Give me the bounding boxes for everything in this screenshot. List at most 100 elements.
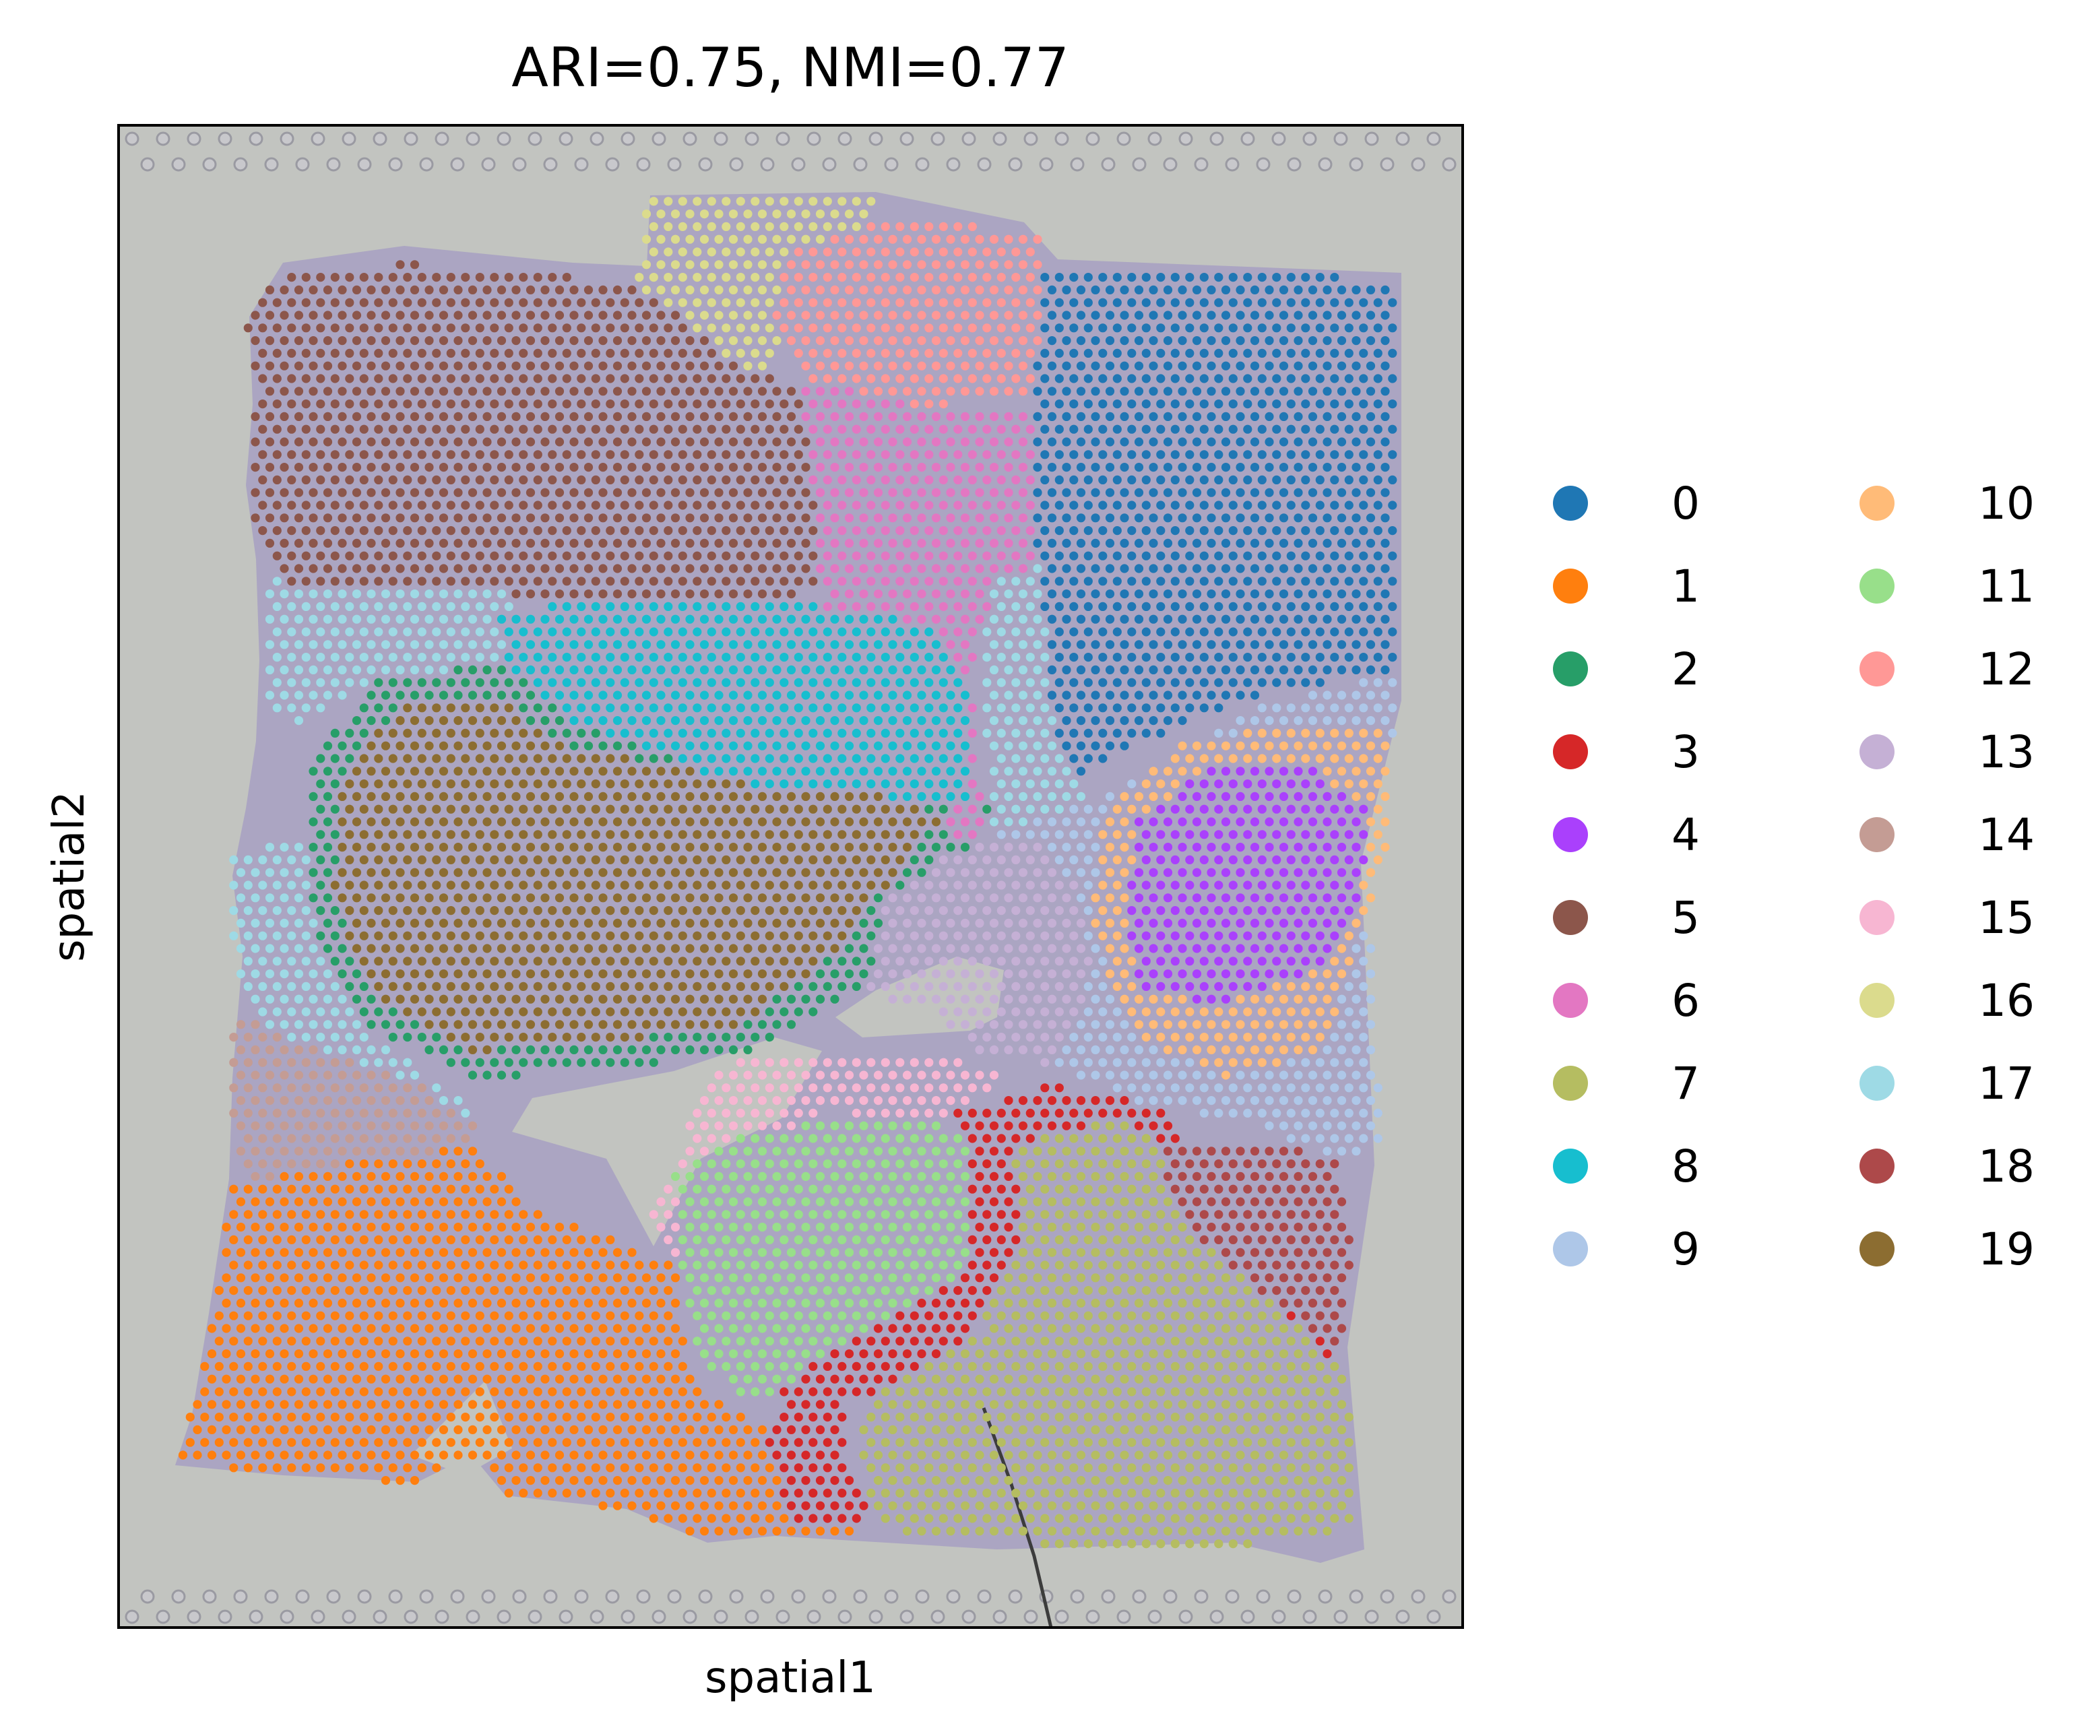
spot-cluster-4 [1156, 880, 1166, 890]
spot-cluster-16 [765, 323, 774, 333]
spot-cluster-19 [649, 931, 658, 940]
spot-cluster-17 [352, 614, 362, 624]
spot-cluster-19 [620, 754, 629, 763]
spot-cluster-0 [1069, 424, 1079, 434]
spot-cluster-12 [902, 336, 912, 346]
spot-cluster-5 [410, 336, 420, 346]
spot-cluster-19 [606, 982, 615, 991]
spot-cluster-17 [287, 1033, 296, 1042]
fiducial-dot [1240, 1609, 1255, 1624]
spot-cluster-0 [1221, 412, 1231, 422]
spot-cluster-0 [1257, 678, 1267, 687]
spot-cluster-13 [1040, 982, 1050, 991]
spot-cluster-19 [606, 830, 615, 839]
spot-cluster-19 [453, 817, 463, 827]
spot-cluster-8 [866, 653, 876, 662]
spot-cluster-5 [699, 412, 709, 422]
spot-cluster-16 [685, 234, 695, 244]
spot-cluster-19 [620, 830, 629, 839]
spot-cluster-12 [895, 323, 905, 333]
spot-cluster-0 [1301, 627, 1310, 637]
spot-cluster-10 [1373, 728, 1382, 738]
spot-cluster-8 [873, 741, 883, 750]
spot-cluster-19 [772, 918, 782, 928]
spot-cluster-2 [722, 1033, 731, 1042]
spot-cluster-6 [996, 450, 1006, 459]
spot-cluster-12 [801, 285, 810, 294]
spot-cluster-8 [815, 640, 825, 649]
fiducial-dot [590, 1609, 604, 1624]
spot-cluster-9 [1083, 880, 1093, 890]
spot-cluster-5 [497, 387, 507, 396]
spot-cluster-17 [1025, 703, 1035, 713]
spot-cluster-6 [837, 551, 847, 560]
spot-cluster-2 [381, 1020, 391, 1029]
spot-cluster-8 [519, 627, 528, 637]
spot-cluster-10 [1294, 1020, 1303, 1029]
spot-cluster-2 [461, 678, 470, 687]
spot-cluster-19 [591, 804, 600, 814]
spot-cluster-0 [1141, 602, 1151, 612]
spot-cluster-17 [367, 640, 376, 649]
spot-cluster-8 [641, 716, 651, 726]
spot-cluster-5 [808, 526, 818, 536]
spot-cluster-13 [1011, 1007, 1021, 1017]
spot-cluster-5 [410, 260, 420, 269]
spot-cluster-19 [670, 868, 680, 877]
spot-cluster-5 [511, 285, 521, 294]
spot-cluster-0 [1308, 437, 1318, 447]
spot-cluster-17 [345, 653, 354, 662]
spot-cluster-19 [751, 830, 760, 839]
spot-cluster-19 [352, 944, 362, 953]
spot-cluster-4 [1279, 969, 1289, 979]
spot-cluster-2 [511, 690, 521, 700]
spot-cluster-13 [1004, 843, 1013, 852]
spot-cluster-5 [757, 589, 767, 599]
spot-cluster-0 [1373, 399, 1382, 409]
spot-cluster-19 [540, 918, 550, 928]
spot-cluster-0 [1156, 475, 1166, 485]
spot-cluster-17 [403, 653, 412, 662]
spot-cluster-0 [1265, 614, 1274, 624]
spot-cluster-6 [859, 538, 868, 548]
spot-cluster-0 [1141, 374, 1151, 383]
spot-cluster-5 [577, 348, 586, 358]
spot-cluster-0 [1134, 387, 1144, 396]
spot-cluster-5 [627, 463, 637, 472]
spot-cluster-19 [482, 969, 492, 979]
spot-cluster-5 [497, 437, 507, 447]
spot-cluster-6 [996, 501, 1006, 510]
spot-cluster-9 [1105, 792, 1115, 801]
fiducial-dot [667, 157, 682, 172]
spot-cluster-19 [765, 906, 774, 915]
spot-cluster-8 [931, 767, 941, 776]
spot-cluster-4 [1149, 817, 1158, 827]
spot-cluster-6 [815, 564, 825, 573]
spot-cluster-0 [1199, 348, 1209, 358]
spot-cluster-17 [316, 627, 325, 637]
spot-cluster-8 [866, 754, 876, 763]
spot-cluster-13 [960, 868, 970, 877]
fiducial-dot [404, 131, 418, 146]
spot-cluster-17 [989, 665, 999, 675]
spot-cluster-5 [403, 323, 412, 333]
spot-cluster-19 [533, 1033, 542, 1042]
spot-cluster-19 [468, 893, 478, 903]
spot-cluster-5 [374, 424, 383, 434]
spot-cluster-19 [533, 855, 542, 864]
spot-cluster-8 [591, 678, 600, 687]
spot-cluster-5 [345, 475, 354, 485]
spot-cluster-19 [757, 944, 767, 953]
spot-cluster-17 [301, 653, 311, 662]
spot-cluster-5 [432, 348, 441, 358]
spot-cluster-17 [432, 653, 441, 662]
spot-cluster-0 [1069, 678, 1079, 687]
spot-cluster-12 [953, 273, 963, 282]
spot-cluster-5 [736, 450, 745, 459]
spot-cluster-0 [1380, 463, 1390, 472]
spot-cluster-0 [1163, 488, 1173, 497]
spot-cluster-0 [1308, 513, 1318, 523]
spot-cluster-0 [1257, 424, 1267, 434]
spot-cluster-4 [1163, 893, 1173, 903]
spot-cluster-4 [1192, 944, 1202, 953]
